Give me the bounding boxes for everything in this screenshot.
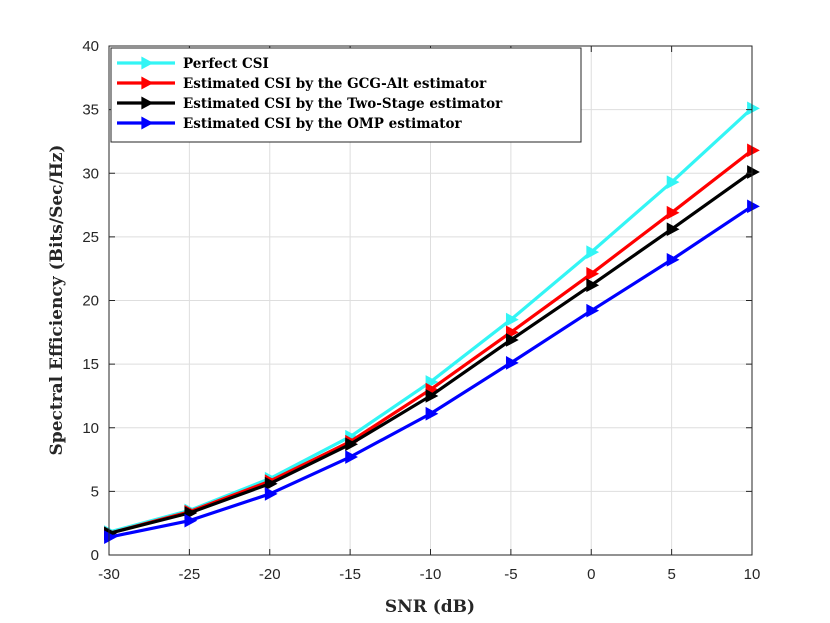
y-tick-label: 30 — [82, 165, 99, 182]
y-tick-label: 15 — [82, 356, 99, 373]
legend-box — [110, 47, 582, 143]
y-tick-label: 10 — [82, 420, 99, 437]
data-point — [425, 406, 439, 421]
axis-ticks: -30 -25 -20 -15 -10 -5 0 5 10 0 5 10 15 20 25 30 35 40 — [82, 38, 760, 583]
data-point — [586, 245, 600, 259]
y-tick-label: 25 — [82, 229, 99, 246]
data-point — [666, 222, 680, 237]
data-point — [666, 175, 680, 189]
data-point — [666, 252, 680, 267]
x-tick-label: -5 — [504, 566, 517, 583]
legend-item: Estimated CSI by the GCG-Alt estimator — [117, 76, 487, 92]
data-point — [184, 513, 198, 528]
data-point — [747, 143, 760, 158]
x-tick-label: 5 — [667, 566, 675, 583]
legend: Perfect CSI Estimated CSI by the GCG-Alt … — [110, 47, 582, 143]
data-point — [345, 437, 358, 452]
data-point — [264, 487, 278, 501]
data-point — [586, 278, 600, 293]
data-point — [586, 303, 600, 318]
legend-swatch-marker — [141, 116, 154, 130]
x-tick-label: -20 — [259, 566, 281, 583]
data-point — [747, 199, 760, 214]
x-tick-label: -25 — [179, 566, 201, 583]
x-tick-label: -15 — [339, 566, 361, 583]
y-tick-label: 40 — [82, 38, 99, 55]
x-tick-label: -30 — [98, 566, 120, 583]
legend-swatch-marker — [141, 56, 154, 70]
legend-item: Estimated CSI by the OMP estimator — [117, 116, 462, 132]
data-point — [747, 165, 760, 179]
data-point — [505, 356, 519, 370]
x-tick-label: 0 — [587, 566, 595, 583]
legend-swatch-marker — [141, 76, 154, 90]
series-estimated-csi-by-the-two-stage-estimator — [104, 165, 760, 541]
y-tick-label: 5 — [91, 483, 99, 500]
legend-label: Estimated CSI by the OMP estimator — [183, 116, 462, 132]
data-point — [666, 205, 680, 220]
legend-item: Perfect CSI — [117, 56, 269, 72]
legend-label: Perfect CSI — [183, 56, 269, 72]
data-point — [505, 333, 519, 347]
legend-label: Estimated CSI by the Two-Stage estimator — [183, 96, 503, 112]
y-tick-label: 0 — [91, 547, 99, 564]
y-tick-label: 35 — [82, 102, 99, 119]
data-point — [104, 530, 117, 545]
legend-swatch-marker — [141, 96, 154, 110]
legend-label: Estimated CSI by the GCG-Alt estimator — [183, 76, 487, 92]
series-layer — [104, 101, 760, 545]
y-axis-label: Spectral Efficiency (Bits/Sec/Hz) — [47, 145, 67, 456]
x-axis-label: SNR (dB) — [385, 597, 475, 617]
legend-item: Estimated CSI by the Two-Stage estimator — [117, 96, 503, 112]
data-point — [425, 389, 439, 403]
data-point — [586, 266, 600, 281]
y-tick-label: 20 — [82, 293, 99, 310]
series-estimated-csi-by-the-omp-estimator — [104, 199, 760, 545]
data-point — [505, 312, 519, 327]
x-tick-label: 10 — [744, 566, 761, 583]
data-point — [345, 450, 358, 464]
data-point — [747, 101, 760, 116]
data-point — [264, 476, 278, 491]
x-tick-label: -10 — [420, 566, 442, 583]
